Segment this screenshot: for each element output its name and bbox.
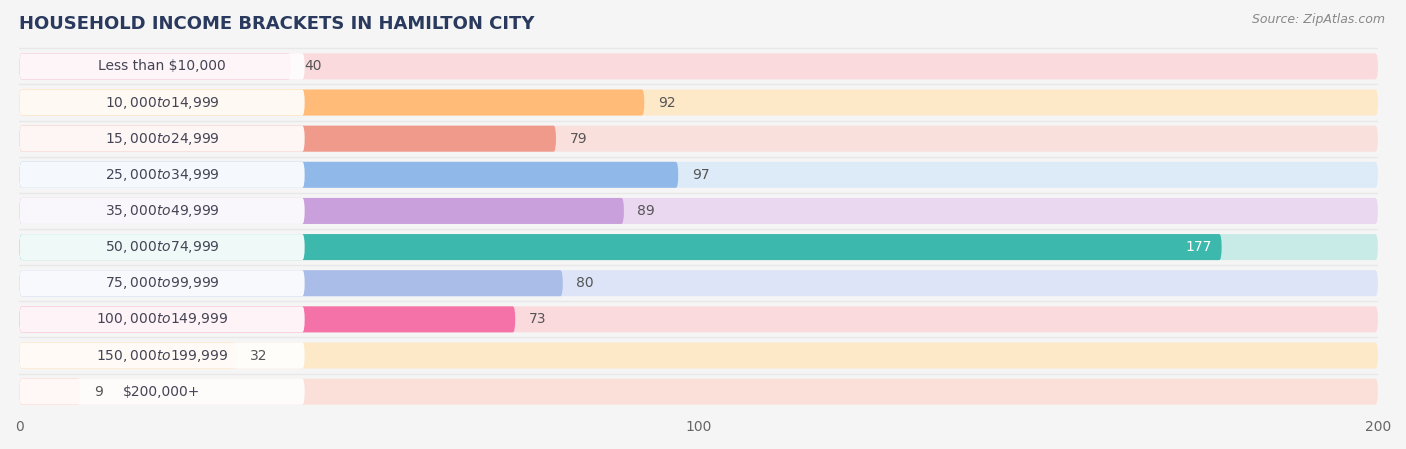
Text: 32: 32 bbox=[250, 348, 267, 362]
FancyBboxPatch shape bbox=[20, 343, 305, 369]
Text: Less than $10,000: Less than $10,000 bbox=[98, 59, 226, 73]
FancyBboxPatch shape bbox=[20, 234, 1222, 260]
Text: $100,000 to $149,999: $100,000 to $149,999 bbox=[96, 311, 228, 327]
Text: $25,000 to $34,999: $25,000 to $34,999 bbox=[104, 167, 219, 183]
Text: 177: 177 bbox=[1185, 240, 1212, 254]
Text: 89: 89 bbox=[637, 204, 655, 218]
FancyBboxPatch shape bbox=[20, 270, 1378, 296]
Text: HOUSEHOLD INCOME BRACKETS IN HAMILTON CITY: HOUSEHOLD INCOME BRACKETS IN HAMILTON CI… bbox=[20, 15, 534, 33]
FancyBboxPatch shape bbox=[20, 270, 305, 296]
FancyBboxPatch shape bbox=[20, 343, 236, 369]
Text: $200,000+: $200,000+ bbox=[124, 385, 201, 399]
Text: 97: 97 bbox=[692, 168, 710, 182]
FancyBboxPatch shape bbox=[20, 53, 305, 79]
FancyBboxPatch shape bbox=[20, 379, 80, 405]
Text: 9: 9 bbox=[94, 385, 103, 399]
FancyBboxPatch shape bbox=[20, 306, 1378, 332]
Text: $35,000 to $49,999: $35,000 to $49,999 bbox=[104, 203, 219, 219]
FancyBboxPatch shape bbox=[20, 306, 515, 332]
FancyBboxPatch shape bbox=[20, 162, 305, 188]
Text: 40: 40 bbox=[305, 59, 322, 73]
FancyBboxPatch shape bbox=[20, 53, 1378, 79]
FancyBboxPatch shape bbox=[20, 343, 1378, 369]
Text: 79: 79 bbox=[569, 132, 588, 145]
FancyBboxPatch shape bbox=[20, 162, 1378, 188]
Text: $150,000 to $199,999: $150,000 to $199,999 bbox=[96, 348, 228, 364]
FancyBboxPatch shape bbox=[20, 270, 562, 296]
FancyBboxPatch shape bbox=[20, 234, 305, 260]
FancyBboxPatch shape bbox=[20, 89, 1378, 115]
FancyBboxPatch shape bbox=[20, 234, 1378, 260]
Text: 80: 80 bbox=[576, 276, 593, 290]
Text: $75,000 to $99,999: $75,000 to $99,999 bbox=[104, 275, 219, 291]
FancyBboxPatch shape bbox=[20, 379, 1378, 405]
FancyBboxPatch shape bbox=[20, 126, 555, 152]
FancyBboxPatch shape bbox=[20, 198, 305, 224]
FancyBboxPatch shape bbox=[20, 379, 305, 405]
FancyBboxPatch shape bbox=[20, 126, 305, 152]
FancyBboxPatch shape bbox=[20, 126, 1378, 152]
FancyBboxPatch shape bbox=[20, 53, 291, 79]
Text: $10,000 to $14,999: $10,000 to $14,999 bbox=[104, 95, 219, 110]
Text: 92: 92 bbox=[658, 96, 675, 110]
FancyBboxPatch shape bbox=[20, 198, 1378, 224]
Text: $50,000 to $74,999: $50,000 to $74,999 bbox=[104, 239, 219, 255]
Text: Source: ZipAtlas.com: Source: ZipAtlas.com bbox=[1251, 13, 1385, 26]
Text: $15,000 to $24,999: $15,000 to $24,999 bbox=[104, 131, 219, 147]
FancyBboxPatch shape bbox=[20, 89, 644, 115]
FancyBboxPatch shape bbox=[20, 89, 305, 115]
Text: 73: 73 bbox=[529, 313, 547, 326]
FancyBboxPatch shape bbox=[20, 198, 624, 224]
FancyBboxPatch shape bbox=[20, 306, 305, 332]
FancyBboxPatch shape bbox=[20, 162, 678, 188]
